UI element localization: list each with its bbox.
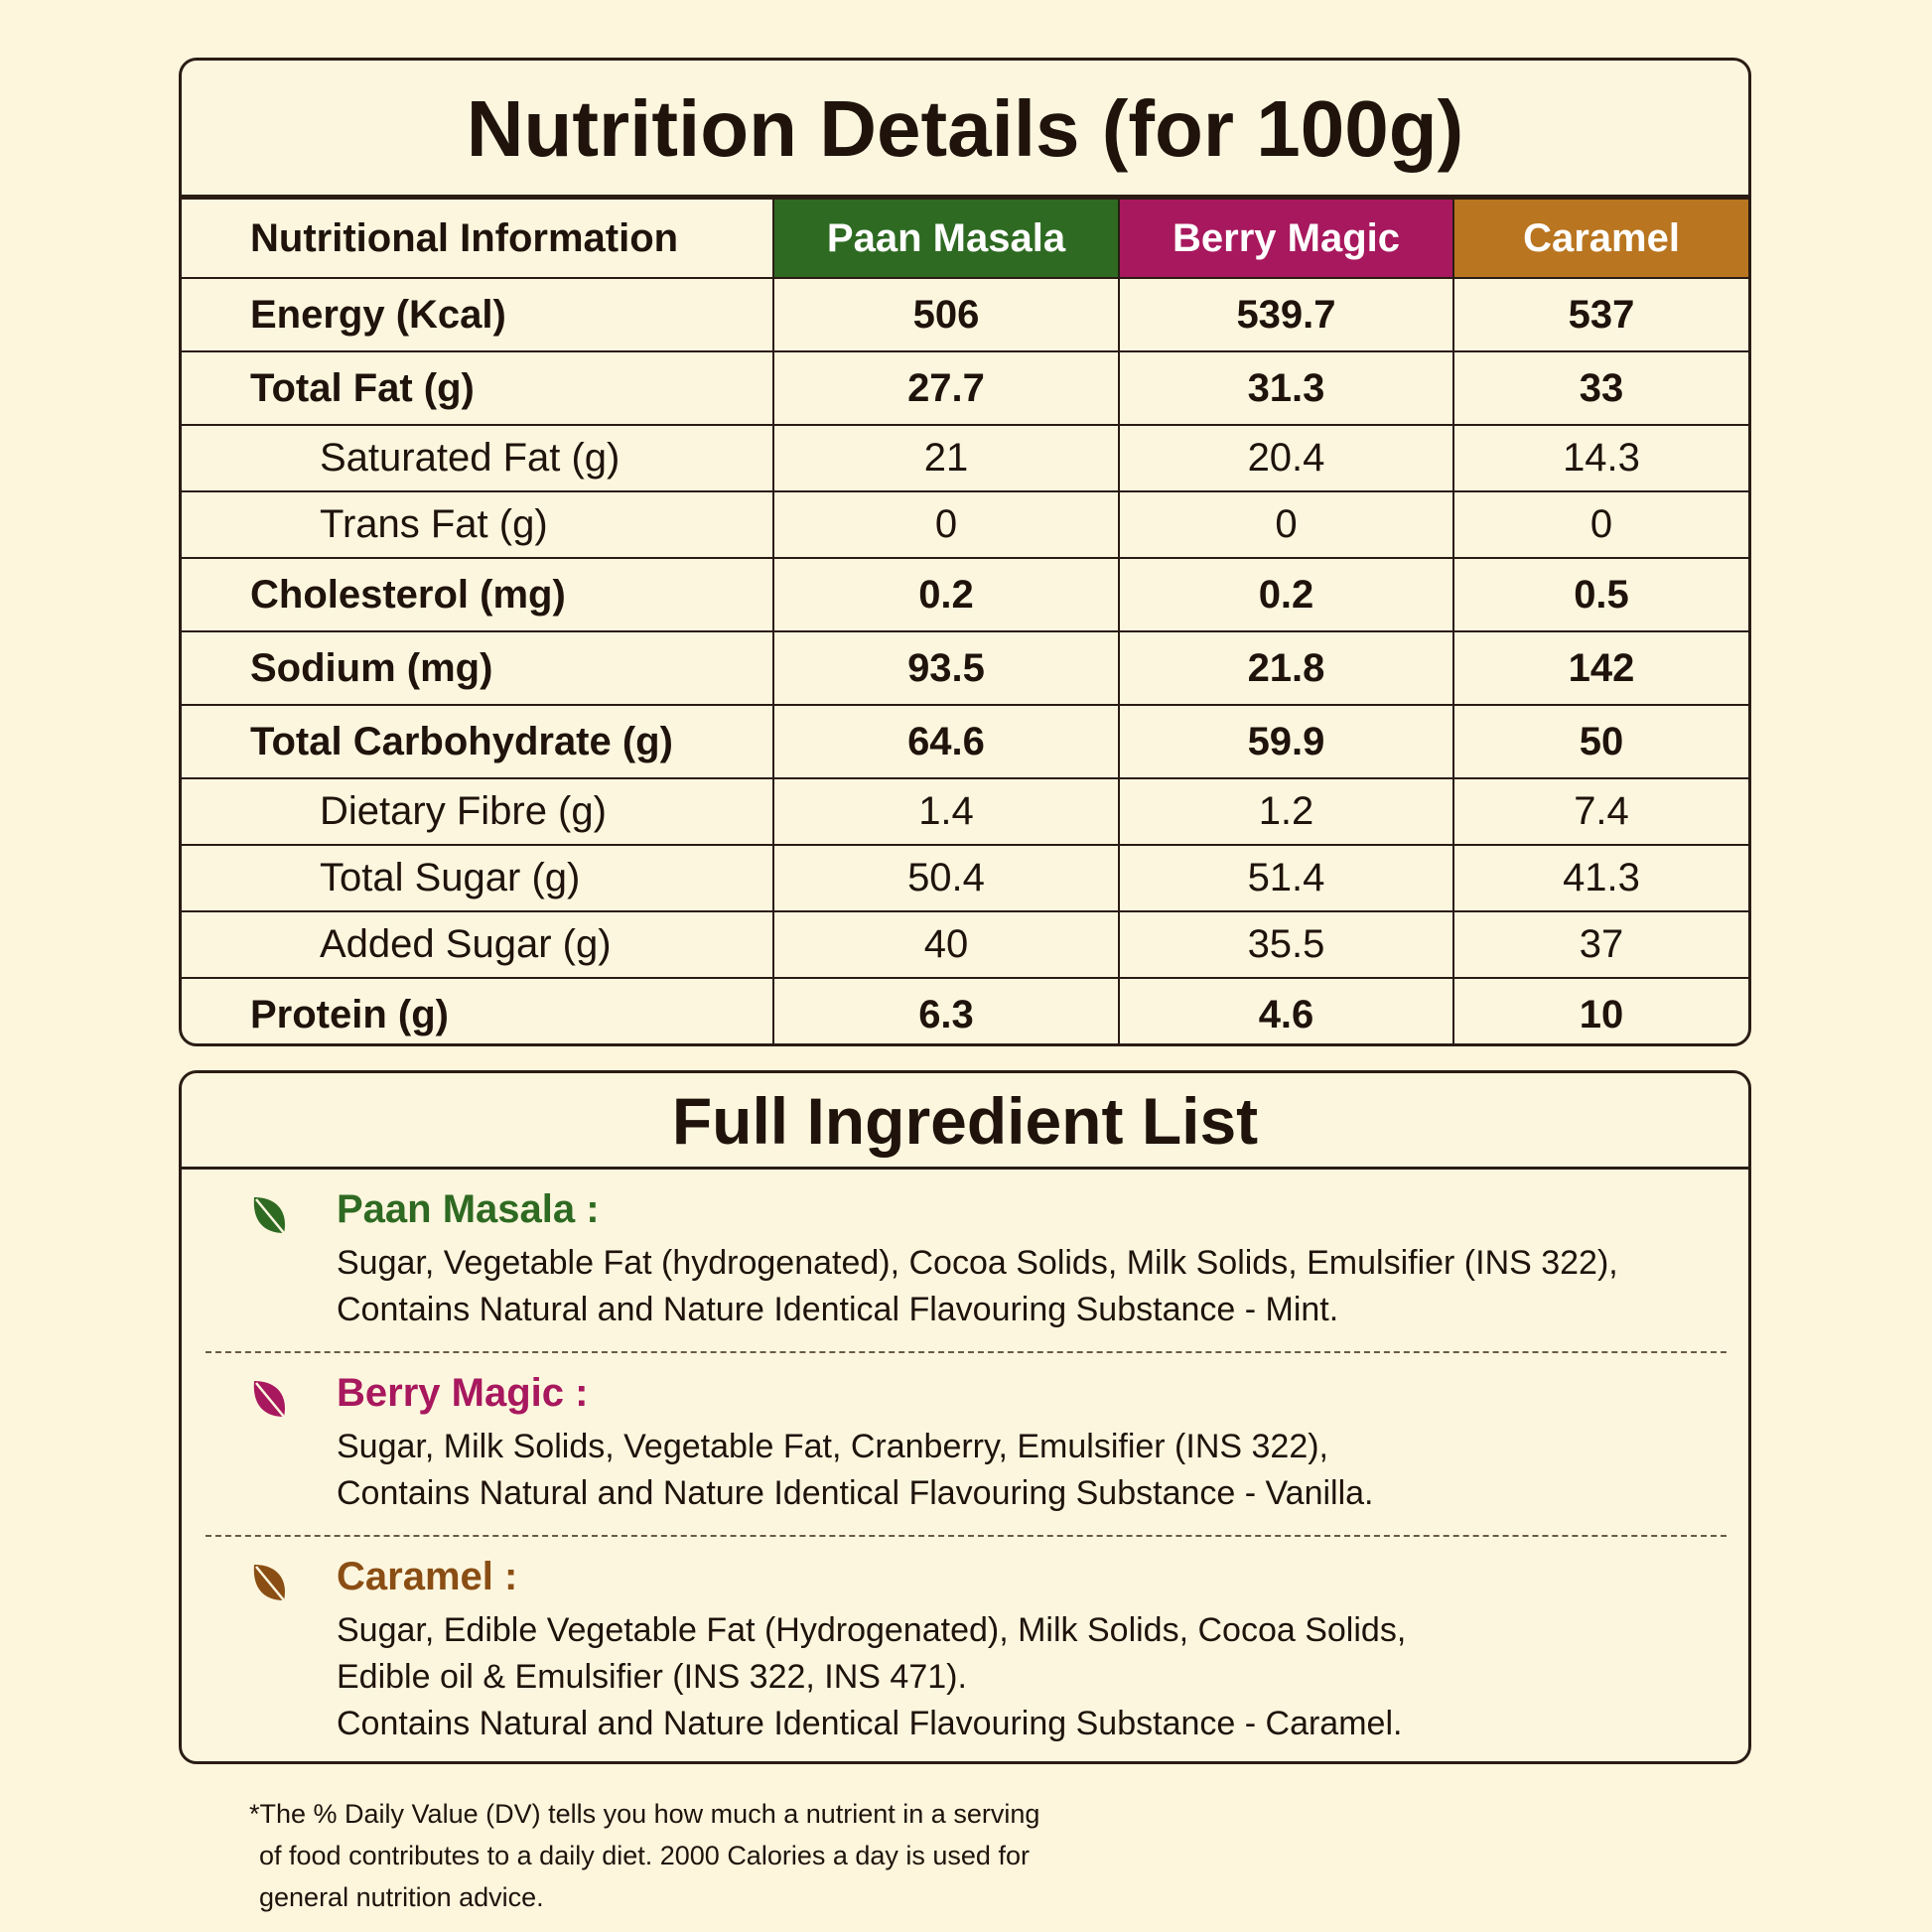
leaf-icon: [253, 1197, 285, 1234]
value-cell: 6.3: [772, 977, 1120, 1043]
header-cell: Caramel: [1452, 198, 1748, 279]
nutrient-name: Total Fat (g): [182, 350, 774, 426]
value-cell: 537: [1452, 277, 1748, 352]
value-cell: 4.6: [1118, 977, 1454, 1043]
nutrition-title: Nutrition Details (for 100g): [182, 61, 1748, 198]
value-cell: 40: [772, 910, 1120, 979]
ingredient-text: Contains Natural and Nature Identical Fl…: [337, 1705, 1403, 1742]
nutrient-name: Trans Fat (g): [182, 490, 774, 559]
value-cell: 0: [1452, 490, 1748, 559]
value-cell: 50: [1452, 704, 1748, 779]
leaf-icon: [253, 1565, 285, 1601]
ingredient-title: Full Ingredient List: [182, 1073, 1748, 1170]
value-cell: 7.4: [1452, 777, 1748, 846]
nutrient-row: Dietary Fibre (g) 1.4 1.2 7.4: [182, 777, 1748, 846]
nutrition-table: Nutritional Information Paan Masala Berry …: [182, 198, 1748, 1043]
value-cell: 0: [1118, 490, 1454, 559]
header-cell: Nutritional Information: [182, 198, 774, 279]
value-cell: 35.5: [1118, 910, 1454, 979]
nutrient-row: Saturated Fat (g) 21 20.4 14.3: [182, 424, 1748, 492]
ingredient-panel: Full Ingredient List Paan Masala : Sugar,…: [179, 1070, 1751, 1764]
ingredient-item: Caramel : Sugar, Edible Vegetable Fat (Hy…: [206, 1535, 1726, 1761]
nutrient-name: Cholesterol (mg): [182, 557, 774, 632]
value-cell: 37: [1452, 910, 1748, 979]
value-cell: 539.7: [1118, 277, 1454, 352]
nutrient-row: Cholesterol (mg) 0.2 0.2 0.5: [182, 557, 1748, 632]
nutrient-row: Total Fat (g) 27.7 31.3 33: [182, 350, 1748, 426]
nutrient-name: Saturated Fat (g): [182, 424, 774, 492]
nutrient-row: Total Sugar (g) 50.4 51.4 41.3: [182, 844, 1748, 912]
header-cell: Berry Magic: [1118, 198, 1454, 279]
value-cell: 27.7: [772, 350, 1120, 426]
value-cell: 59.9: [1118, 704, 1454, 779]
value-cell: 21.8: [1118, 630, 1454, 706]
header-row: Nutritional Information Paan Masala Berry …: [182, 198, 1748, 279]
nutrient-row: Added Sugar (g) 40 35.5 37: [182, 910, 1748, 979]
value-cell: 142: [1452, 630, 1748, 706]
value-cell: 10: [1452, 977, 1748, 1043]
nutrient-row: Energy (Kcal) 506 539.7 537: [182, 277, 1748, 352]
value-cell: 41.3: [1452, 844, 1748, 912]
nutrient-name: Dietary Fibre (g): [182, 777, 774, 846]
value-cell: 20.4: [1118, 424, 1454, 492]
ingredient-name: Paan Masala :: [337, 1187, 600, 1231]
ingredient-text: Sugar, Edible Vegetable Fat (Hydrogenate…: [337, 1611, 1407, 1649]
nutrient-row: Sodium (mg) 93.5 21.8 142: [182, 630, 1748, 706]
ingredient-name: Berry Magic :: [337, 1371, 589, 1415]
ingredient-text: Sugar, Milk Solids, Vegetable Fat, Cranb…: [337, 1428, 1328, 1465]
footnote: *The % Daily Value (DV) tells you how mu…: [249, 1793, 1039, 1918]
ingredient-text: Sugar, Vegetable Fat (hydrogenated), Coc…: [337, 1244, 1618, 1282]
value-cell: 51.4: [1118, 844, 1454, 912]
value-cell: 0: [772, 490, 1120, 559]
nutrient-row: Protein (g) 6.3 4.6 10: [182, 977, 1748, 1043]
ingredient-item: Paan Masala : Sugar, Vegetable Fat (hydro…: [206, 1170, 1726, 1351]
value-cell: 506: [772, 277, 1120, 352]
nutrient-name: Protein (g): [182, 977, 774, 1043]
value-cell: 14.3: [1452, 424, 1748, 492]
value-cell: 31.3: [1118, 350, 1454, 426]
nutrient-name: Energy (Kcal): [182, 277, 774, 352]
footnote-line: general nutrition advice.: [259, 1882, 544, 1912]
footnote-line: *The % Daily Value (DV) tells you how mu…: [249, 1799, 1040, 1829]
value-cell: 64.6: [772, 704, 1120, 779]
footnote-line: of food contributes to a daily diet. 200…: [259, 1841, 1030, 1870]
ingredient-list: Paan Masala : Sugar, Vegetable Fat (hydro…: [182, 1170, 1748, 1761]
nutrient-row: Total Carbohydrate (g) 64.6 59.9 50: [182, 704, 1748, 779]
value-cell: 33: [1452, 350, 1748, 426]
leaf-icon: [253, 1381, 285, 1418]
nutrient-row: Trans Fat (g) 0 0 0: [182, 490, 1748, 559]
value-cell: 1.4: [772, 777, 1120, 846]
nutrient-name: Total Carbohydrate (g): [182, 704, 774, 779]
nutrient-name: Sodium (mg): [182, 630, 774, 706]
value-cell: 0.2: [772, 557, 1120, 632]
header-cell: Paan Masala: [772, 198, 1120, 279]
ingredient-name: Caramel :: [337, 1555, 518, 1598]
nutrient-name: Total Sugar (g): [182, 844, 774, 912]
value-cell: 93.5: [772, 630, 1120, 706]
ingredient-text: Edible oil & Emulsifier (INS 322, INS 47…: [337, 1658, 967, 1696]
nutrition-panel: Nutrition Details (for 100g) Nutritional…: [179, 58, 1751, 1046]
value-cell: 50.4: [772, 844, 1120, 912]
value-cell: 0.2: [1118, 557, 1454, 632]
value-cell: 1.2: [1118, 777, 1454, 846]
ingredient-item: Berry Magic : Sugar, Milk Solids, Vegetab…: [206, 1351, 1726, 1535]
ingredient-text: Contains Natural and Nature Identical Fl…: [337, 1474, 1374, 1512]
value-cell: 21: [772, 424, 1120, 492]
value-cell: 0.5: [1452, 557, 1748, 632]
ingredient-text: Contains Natural and Nature Identical Fl…: [337, 1291, 1339, 1328]
nutrient-name: Added Sugar (g): [182, 910, 774, 979]
